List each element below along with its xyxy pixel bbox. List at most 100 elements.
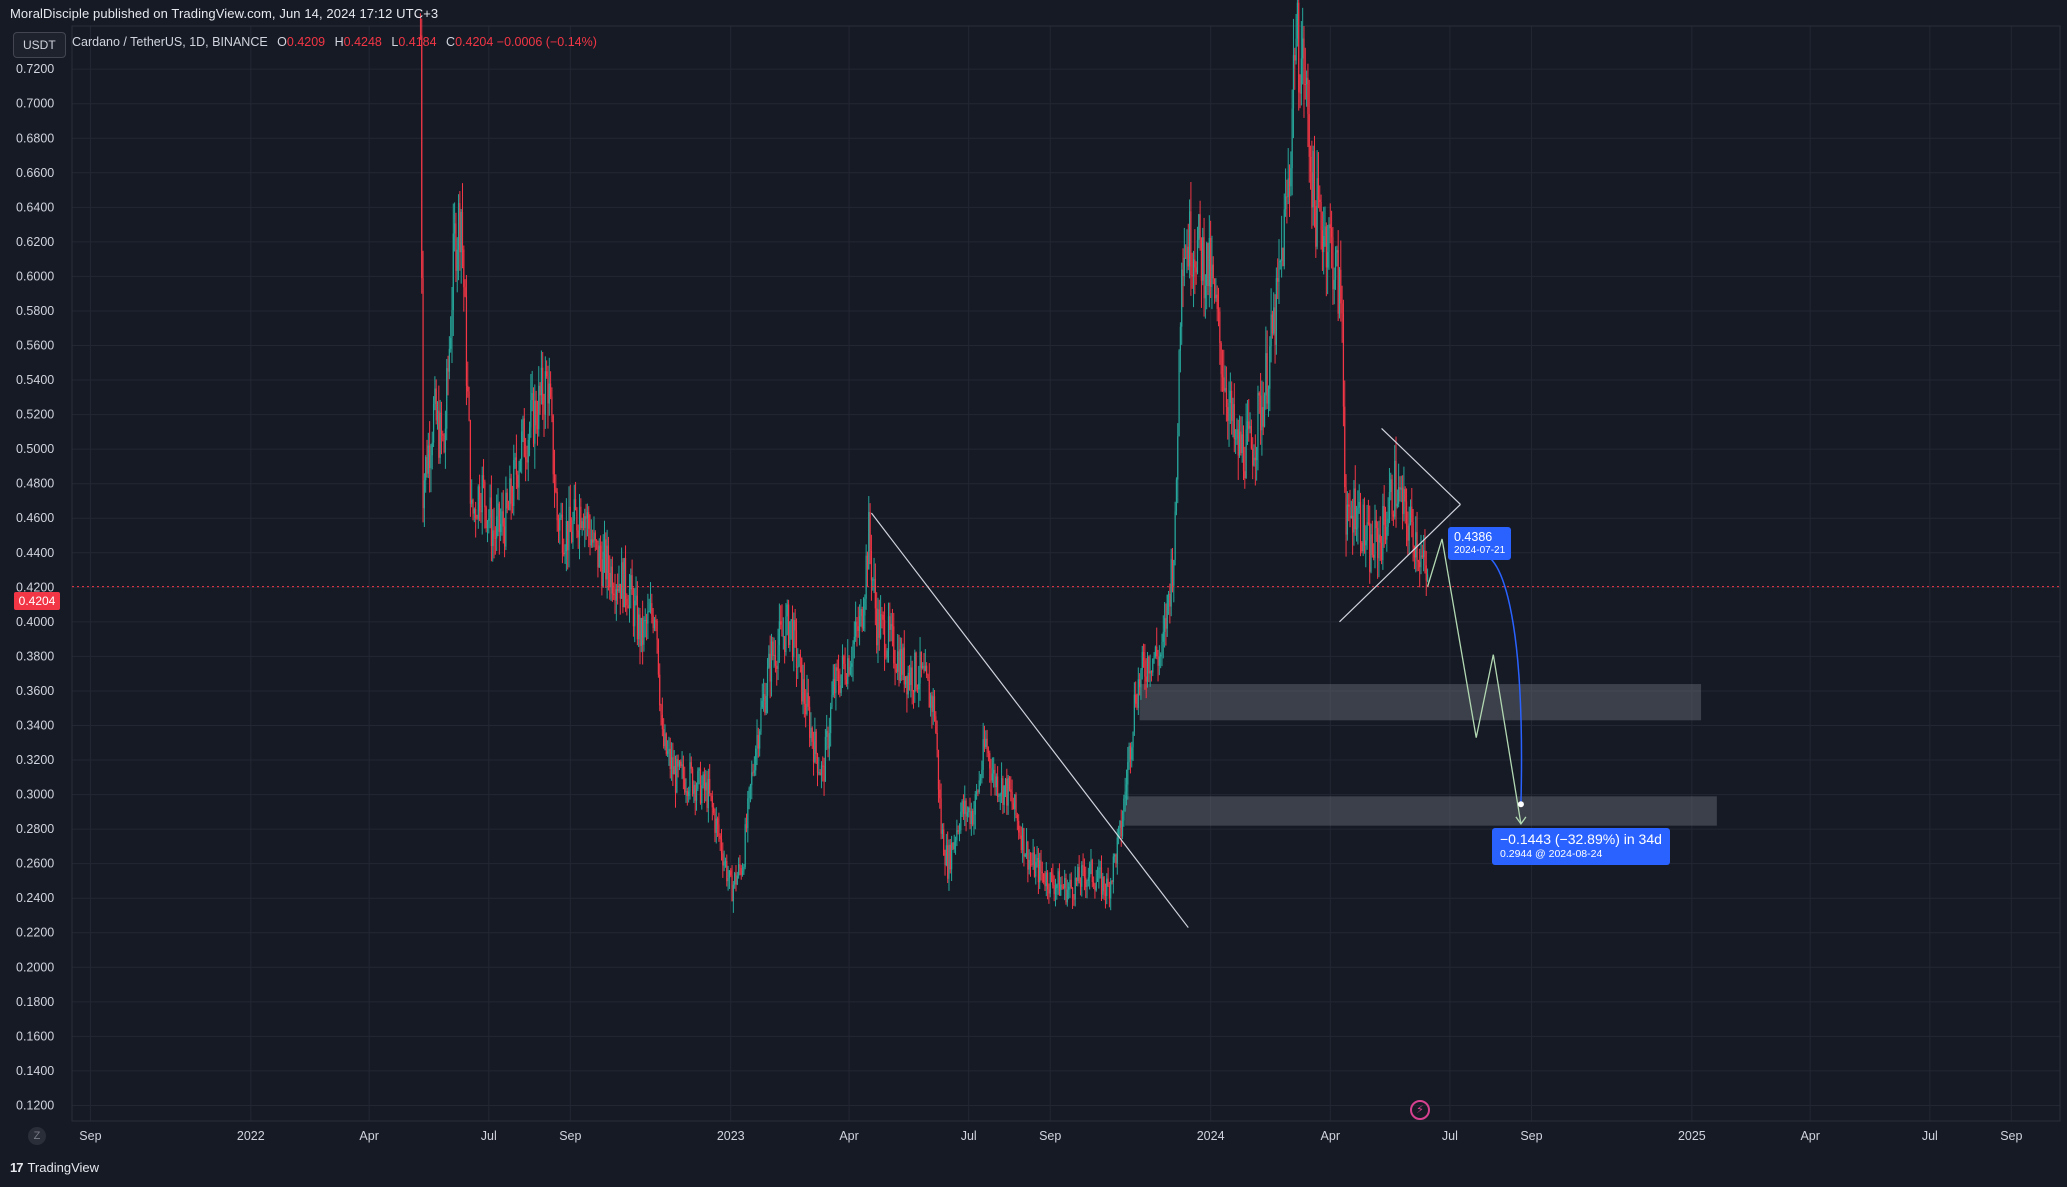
- candle-body: [799, 654, 802, 658]
- measure-start-callout[interactable]: 0.4386 2024-07-21: [1448, 527, 1512, 560]
- candle-body: [995, 776, 997, 788]
- measure-end-callout[interactable]: −0.1443 (−32.89%) in 34d 0.2944 @ 2024-0…: [1492, 828, 1670, 865]
- y-tick-label: 0.5200: [16, 408, 54, 422]
- candle-body: [1167, 594, 1170, 596]
- candle-body: [926, 665, 928, 675]
- projection-path: [1426, 538, 1522, 825]
- candle-body: [614, 594, 616, 601]
- candle-body: [1069, 879, 1071, 887]
- candle-body: [452, 233, 454, 311]
- candle-body: [691, 768, 694, 794]
- candle-body: [448, 348, 450, 372]
- candle-body: [915, 652, 917, 688]
- candle-body: [744, 824, 746, 867]
- candle-body: [785, 616, 787, 653]
- candle-body: [762, 694, 765, 701]
- candle-body: [1390, 479, 1392, 493]
- candle-body: [730, 870, 732, 876]
- candle-body: [931, 695, 933, 712]
- lightning-icon[interactable]: ⚡: [1410, 1100, 1430, 1120]
- x-tick-label: Jul: [1442, 1129, 1458, 1143]
- candle-body: [1137, 679, 1139, 708]
- candle-body: [1103, 876, 1105, 892]
- candle-body: [455, 223, 457, 271]
- price-axis[interactable]: 0.7200 0.7000 0.6800 0.6600 0.6400 0.6200 0.60…: [16, 62, 54, 1112]
- candle-body: [656, 621, 658, 640]
- candle-body: [599, 545, 602, 560]
- candle-body: [815, 731, 817, 754]
- candle-body: [1371, 534, 1373, 555]
- candle-body: [747, 798, 749, 829]
- candle-body: [1061, 884, 1063, 887]
- candle-body: [1073, 898, 1075, 900]
- candle-body: [1369, 522, 1371, 572]
- candle-body: [1191, 275, 1193, 277]
- candle-body: [1246, 421, 1249, 430]
- candle-body: [870, 550, 873, 581]
- candle-body: [471, 499, 473, 504]
- candle-body: [1380, 542, 1383, 560]
- candle-body: [932, 696, 934, 712]
- candle-body: [757, 735, 759, 749]
- candle-body: [626, 598, 628, 606]
- candle-body: [1081, 865, 1083, 887]
- candle-body: [528, 427, 531, 440]
- x-tick-label: 2023: [717, 1129, 745, 1143]
- candle-body: [1292, 55, 1295, 109]
- candle-body: [1309, 156, 1312, 173]
- candle-body: [1411, 506, 1413, 523]
- candle-body: [974, 794, 976, 815]
- candle-body: [1291, 108, 1293, 169]
- trendlines[interactable]: [870, 427, 1461, 928]
- candle-body: [1311, 172, 1313, 208]
- candle-body: [567, 520, 569, 551]
- candle-body: [954, 840, 957, 842]
- x-tick-label: Apr: [1321, 1129, 1340, 1143]
- projection[interactable]: [1426, 538, 1527, 826]
- candle-body: [791, 619, 794, 658]
- candle-body: [1178, 350, 1180, 437]
- candle-body: [1110, 881, 1112, 899]
- x-tick-label: Sep: [2000, 1129, 2022, 1143]
- currency-badge[interactable]: USDT: [13, 32, 66, 58]
- candle-body: [1256, 447, 1258, 461]
- symbol-title[interactable]: Cardano / TetherUS, 1D, BINANCE: [72, 35, 268, 49]
- candle-body: [891, 624, 894, 627]
- candle-body: [890, 624, 892, 630]
- tradingview-logo-icon: 17: [10, 1160, 24, 1175]
- y-tick-label: 0.5400: [16, 373, 54, 387]
- candle-body: [1111, 881, 1113, 883]
- candle-body: [690, 762, 692, 769]
- candle-body: [972, 811, 974, 825]
- candle-body: [964, 800, 966, 815]
- candle-body: [693, 784, 695, 794]
- candle-body: [1415, 532, 1417, 558]
- candle-body: [1135, 694, 1137, 704]
- candle-body: [588, 512, 590, 529]
- candle-body: [882, 615, 884, 620]
- time-axis[interactable]: Sep 2022 Apr Jul Sep 2023 Apr Jul Sep 2024 Apr Jul S…: [79, 1129, 2022, 1143]
- candle-body: [945, 845, 947, 866]
- candle-body: [536, 425, 539, 430]
- candle-body: [966, 812, 968, 817]
- candle-body: [464, 287, 466, 297]
- zoom-reset-button[interactable]: Z: [28, 1127, 46, 1145]
- candle-body: [1395, 460, 1397, 507]
- support-zone: [1125, 796, 1717, 826]
- candle-body: [753, 770, 755, 773]
- candle-body: [1274, 307, 1276, 345]
- candle-body: [1188, 211, 1191, 267]
- candle-body: [636, 595, 638, 640]
- candle-body: [894, 663, 896, 670]
- candle-body: [478, 486, 481, 512]
- candle-body: [961, 801, 963, 812]
- y-tick-label: 0.7200: [16, 62, 54, 76]
- candle-body: [530, 399, 532, 428]
- x-tick-label: Jul: [1922, 1129, 1938, 1143]
- candle-body: [498, 503, 500, 532]
- candle-body: [585, 516, 587, 519]
- candle-body: [1010, 789, 1012, 792]
- candle-body: [947, 845, 949, 879]
- candle-body: [1424, 550, 1426, 566]
